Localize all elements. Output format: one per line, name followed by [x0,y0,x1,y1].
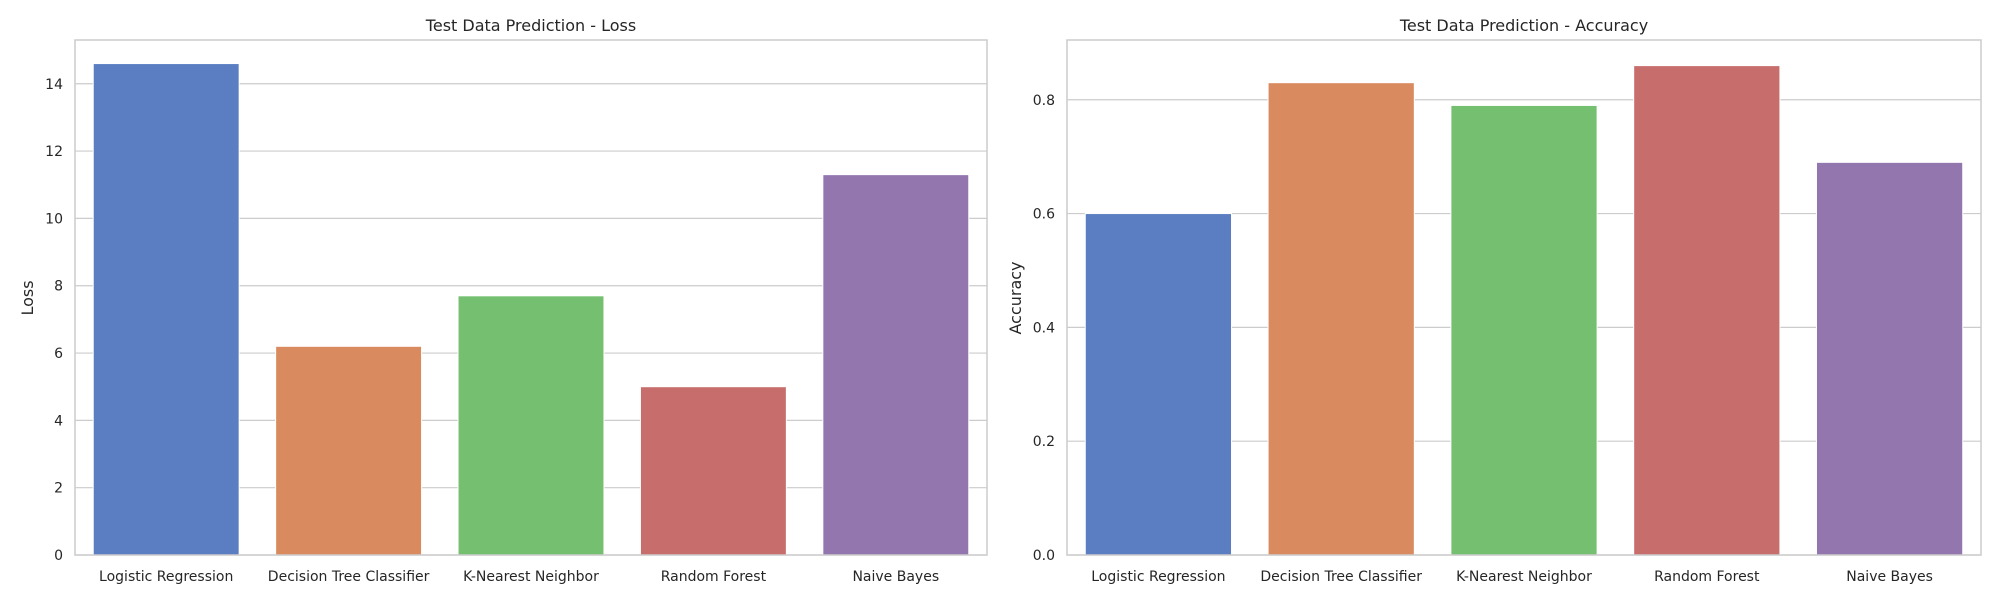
loss-bar-logistic-regression [92,63,240,556]
loss-x-tick-label: Random Forest [661,569,767,585]
accuracy-x-tick-label: K-Nearest Neighbor [1456,569,1592,585]
accuracy-y-tick-label: 0.4 [1033,320,1055,336]
loss-y-tick-label: 10 [45,211,63,227]
loss-plot-frame [74,39,988,556]
accuracy-plot-frame [1066,39,1982,556]
accuracy-bar-random-forest [1633,65,1781,556]
loss-bars [92,63,970,556]
accuracy-bar-logistic-regression [1084,213,1233,556]
loss-y-tick-label: 0 [54,548,63,564]
loss-bar-naive-bayes [822,174,970,556]
loss-y-tick-label: 8 [54,279,63,295]
accuracy-x-tick-label: Logistic Regression [1091,569,1225,585]
accuracy-x-tick-label: Naive Bayes [1846,569,1933,585]
loss-y-ticks: 0 2 4 6 8 10 12 14 [45,77,63,564]
accuracy-y-ticks: 0.0 0.2 0.4 0.6 0.8 [1033,93,1055,564]
loss-y-tick-label: 14 [45,77,63,93]
loss-bar-decision-tree-classifier [275,345,423,556]
loss-y-tick-label: 2 [54,481,63,497]
loss-chart-panel: Test Data Prediction - Loss Loss 0 2 4 6 8 10… [18,16,988,585]
accuracy-x-tick-label: Decision Tree Classifier [1260,569,1422,585]
accuracy-chart-panel: Test Data Prediction - Accuracy Accuracy… [1006,16,1982,585]
accuracy-bar-naive-bayes [1815,161,1964,556]
accuracy-y-tick-label: 0.0 [1033,548,1055,564]
accuracy-x-ticks: Logistic Regression Decision Tree Classif… [1091,569,1933,585]
accuracy-chart-title: Test Data Prediction - Accuracy [1399,16,1648,35]
loss-x-tick-label: Decision Tree Classifier [268,569,430,585]
accuracy-y-tick-label: 0.8 [1033,93,1055,109]
accuracy-x-tick-label: Random Forest [1654,569,1760,585]
accuracy-y-tick-label: 0.2 [1033,434,1055,450]
loss-y-axis-label: Loss [18,280,37,315]
accuracy-bars [1084,65,1964,556]
loss-bar-random-forest [639,386,787,556]
loss-y-tick-label: 6 [54,346,63,362]
loss-x-tick-label: Logistic Regression [99,569,233,585]
loss-bar-k-nearest-neighbor [457,295,605,556]
loss-y-tick-label: 4 [54,413,63,429]
loss-x-ticks: Logistic Regression Decision Tree Classif… [99,569,939,585]
accuracy-y-axis-label: Accuracy [1006,261,1025,334]
accuracy-bar-decision-tree-classifier [1267,82,1415,556]
loss-chart-title: Test Data Prediction - Loss [425,16,636,35]
accuracy-bar-k-nearest-neighbor [1450,104,1598,556]
accuracy-y-tick-label: 0.6 [1033,207,1055,223]
loss-x-tick-label: Naive Bayes [852,569,939,585]
loss-y-tick-label: 12 [45,144,63,160]
loss-x-tick-label: K-Nearest Neighbor [463,569,599,585]
